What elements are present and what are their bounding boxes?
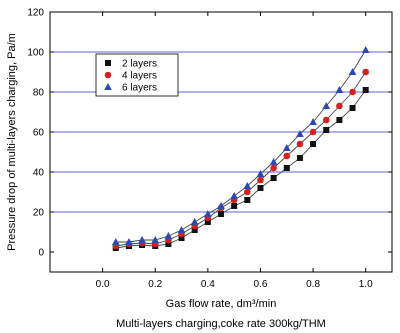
point-6-layers [138, 236, 146, 243]
x-tick-label: 0.4 [201, 279, 215, 290]
legend-marker [104, 83, 112, 90]
point-4-layers [349, 88, 356, 96]
point-4-layers [362, 68, 369, 76]
point-2-layers [231, 203, 238, 209]
legend-marker [105, 60, 111, 66]
point-2-layers [270, 175, 277, 181]
point-4-layers [283, 152, 291, 160]
point-6-layers [125, 238, 133, 245]
y-tick-label: 80 [33, 88, 45, 99]
y-axis-label: Pressure drop of multi-layers charging, … [6, 33, 18, 251]
point-6-layers [322, 102, 331, 109]
y-tick-label: 60 [33, 128, 45, 139]
point-6-layers [309, 118, 317, 125]
point-2-layers [244, 197, 251, 203]
chart-caption: Multi-layers charging,coke rate 300kg/TH… [116, 318, 326, 330]
y-tick-label: 40 [33, 168, 45, 179]
point-2-layers [310, 141, 317, 147]
point-6-layers [190, 218, 199, 225]
legend-marker [104, 71, 112, 79]
point-6-layers [296, 130, 304, 137]
point-6-layers [204, 210, 212, 217]
point-6-layers [151, 236, 160, 243]
point-6-layers [282, 144, 291, 151]
point-4-layers [309, 128, 317, 136]
x-tick-label: 0.8 [306, 279, 320, 290]
point-2-layers [257, 185, 264, 191]
legend-label: 4 layers [122, 71, 157, 82]
point-4-layers [322, 116, 330, 124]
point-4-layers [336, 102, 343, 110]
point-2-layers [204, 219, 211, 225]
point-2-layers [296, 155, 303, 161]
point-6-layers [361, 46, 370, 53]
point-6-layers [164, 232, 173, 239]
point-6-layers [256, 170, 265, 177]
y-tick-label: 0 [38, 248, 44, 259]
fit-curve-4-layers [115, 71, 367, 247]
axis-ticks: 0 20 40 60 80 100 120 0.0 0.2 0.4 0.6 0.8 1.0 [27, 8, 392, 290]
point-2-layers [191, 227, 198, 233]
point-2-layers [362, 87, 369, 93]
point-4-layers [270, 164, 277, 172]
point-6-layers [335, 86, 344, 93]
point-4-layers [257, 176, 264, 184]
legend-label: 2 layers [122, 59, 157, 70]
point-4-layers [244, 188, 251, 196]
point-2-layers [323, 127, 330, 133]
x-tick-label: 0.6 [254, 279, 268, 290]
y-tick-label: 100 [27, 48, 44, 59]
legend-label: 6 layers [122, 83, 157, 94]
y-tick-label: 120 [27, 8, 44, 19]
point-6-layers [348, 68, 357, 75]
x-axis-label: Gas flow rate, dm³/min [166, 298, 277, 310]
point-6-layers [111, 238, 120, 245]
data-points [111, 46, 370, 251]
fit-curve-2-layers [115, 89, 367, 249]
point-6-layers [243, 182, 252, 189]
y-tick-label: 20 [33, 208, 45, 219]
point-2-layers [178, 235, 185, 241]
point-2-layers [349, 105, 356, 111]
x-tick-label: 1.0 [359, 279, 373, 290]
point-2-layers [283, 165, 290, 171]
point-2-layers [218, 211, 224, 217]
point-2-layers [165, 241, 172, 247]
x-tick-label: 0.0 [96, 279, 110, 290]
point-6-layers [217, 202, 225, 209]
point-6-layers [269, 158, 278, 165]
point-6-layers [177, 226, 186, 233]
point-6-layers [230, 192, 238, 199]
plot-frame [49, 11, 393, 273]
x-tick-label: 0.2 [148, 279, 162, 290]
point-2-layers [336, 117, 343, 123]
point-4-layers [296, 140, 304, 148]
